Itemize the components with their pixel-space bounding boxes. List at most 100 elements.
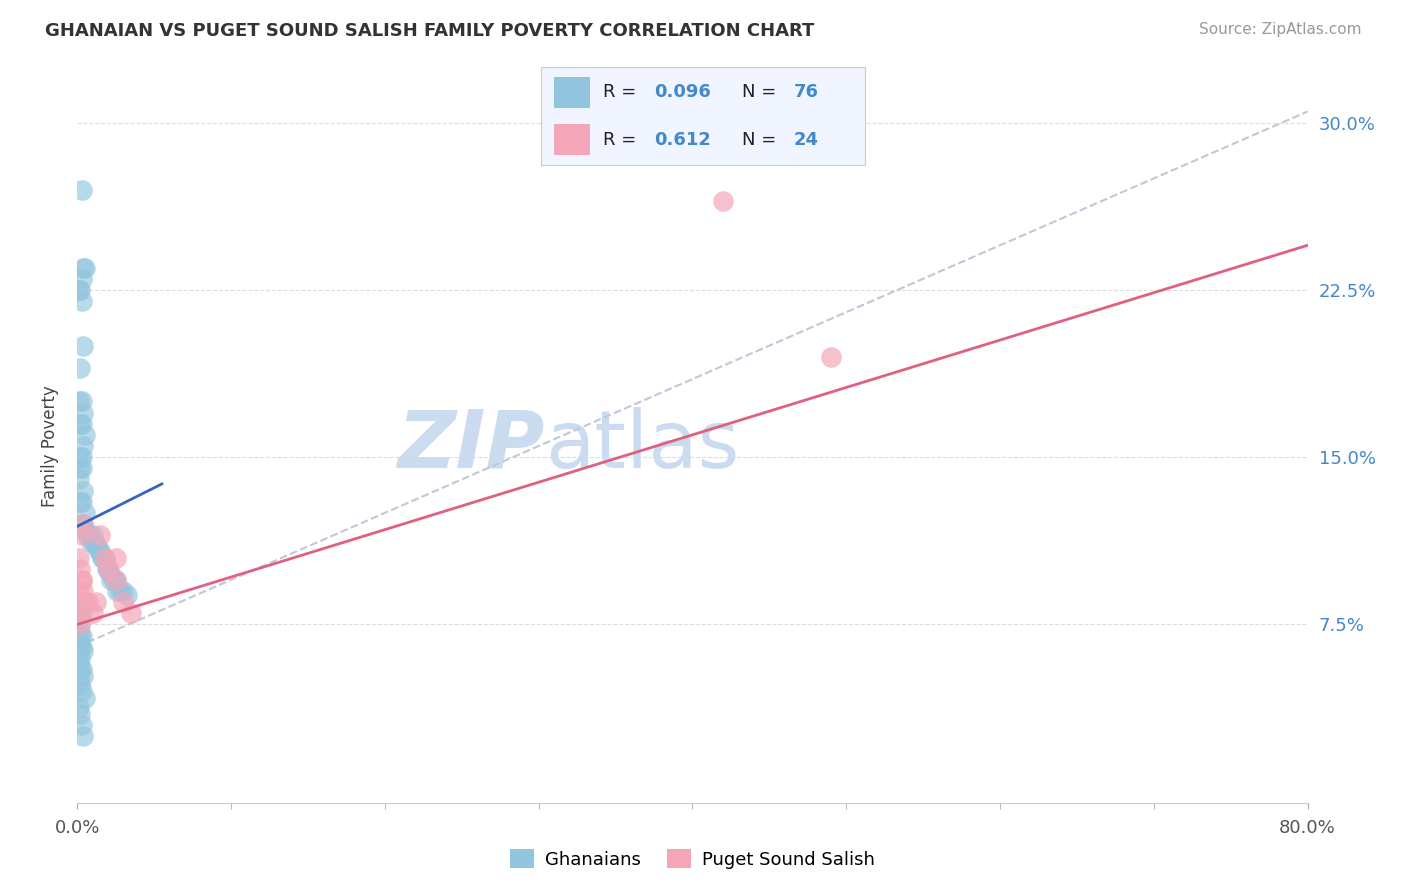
Point [72, 729, 94, 743]
Point [96, 562, 118, 576]
Point [67, 655, 90, 669]
Point [67, 633, 90, 648]
Point [72, 483, 94, 498]
Point [69, 651, 91, 665]
Point [112, 583, 135, 598]
Point [67, 610, 90, 624]
Point [77, 528, 100, 542]
Point [80, 534, 103, 549]
Point [77, 595, 100, 609]
Point [67, 673, 90, 687]
Point [70, 573, 93, 587]
Point [69, 640, 91, 654]
Point [70, 517, 93, 532]
Point [70, 394, 93, 409]
Point [69, 595, 91, 609]
Point [73, 690, 96, 705]
Point [105, 583, 128, 598]
Point [87, 543, 110, 558]
Point [104, 573, 127, 587]
Point [72, 338, 94, 352]
Point [70, 494, 93, 508]
Point [69, 450, 91, 464]
Point [94, 550, 117, 565]
Point [112, 595, 135, 609]
Point [69, 706, 91, 721]
Point [67, 699, 90, 714]
Text: atlas: atlas [546, 407, 740, 485]
Point [69, 678, 91, 692]
Point [98, 566, 121, 580]
Point [84, 595, 107, 609]
Point [93, 550, 115, 565]
Point [90, 550, 114, 565]
Point [69, 494, 91, 508]
Point [70, 607, 93, 621]
Point [103, 573, 125, 587]
Point [104, 573, 127, 587]
Point [89, 543, 111, 558]
Point [711, 194, 734, 208]
Point [89, 528, 111, 542]
Point [72, 439, 94, 453]
Text: 0.096: 0.096 [655, 84, 711, 102]
Point [70, 461, 93, 475]
Point [67, 607, 90, 621]
Text: N =: N = [742, 130, 776, 148]
Text: R =: R = [603, 84, 636, 102]
Point [69, 662, 91, 676]
Point [67, 283, 90, 297]
Point [70, 528, 93, 542]
Point [69, 617, 91, 632]
Point [69, 361, 91, 376]
Point [69, 628, 91, 642]
Point [110, 583, 132, 598]
Point [73, 260, 96, 275]
Point [86, 539, 108, 553]
Legend: Ghanaians, Puget Sound Salish: Ghanaians, Puget Sound Salish [503, 841, 882, 876]
Bar [554, 77, 591, 108]
Point [84, 539, 107, 553]
Point [67, 595, 90, 609]
Point [73, 506, 96, 520]
Point [97, 562, 120, 576]
Point [67, 550, 90, 565]
Point [83, 534, 105, 549]
Text: GHANAIAN VS PUGET SOUND SALISH FAMILY POVERTY CORRELATION CHART: GHANAIAN VS PUGET SOUND SALISH FAMILY PO… [45, 22, 814, 40]
Point [82, 528, 104, 542]
Point [104, 550, 127, 565]
Point [70, 271, 93, 285]
Point [72, 517, 94, 532]
Point [82, 607, 104, 621]
Point [70, 182, 93, 196]
Point [70, 684, 93, 698]
Point [69, 461, 91, 475]
Point [72, 644, 94, 658]
Point [120, 607, 142, 621]
Text: Source: ZipAtlas.com: Source: ZipAtlas.com [1198, 22, 1361, 37]
Point [67, 583, 90, 598]
Point [72, 517, 94, 532]
Point [97, 562, 120, 576]
Text: 76: 76 [793, 84, 818, 102]
Point [67, 472, 90, 486]
Bar [554, 124, 591, 155]
Point [100, 573, 122, 587]
Point [69, 595, 91, 609]
Text: 24: 24 [793, 130, 818, 148]
Text: 0.612: 0.612 [655, 130, 711, 148]
Point [70, 640, 93, 654]
Point [67, 624, 90, 639]
Text: R =: R = [603, 130, 636, 148]
Point [73, 427, 96, 442]
Point [72, 405, 94, 419]
Point [69, 562, 91, 576]
Point [69, 283, 91, 297]
Point [72, 260, 94, 275]
Point [70, 450, 93, 464]
Point [70, 293, 93, 308]
Point [67, 607, 90, 621]
Point [67, 394, 90, 409]
Point [76, 528, 98, 542]
Point [70, 417, 93, 431]
